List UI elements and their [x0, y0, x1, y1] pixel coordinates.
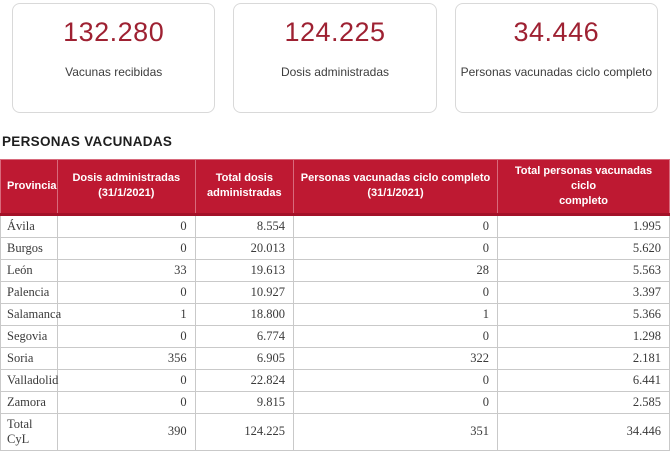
cell-value: 2.181: [497, 346, 670, 370]
cell-value: 20.013: [194, 236, 295, 260]
cell-provincia: Zamora: [0, 390, 58, 414]
cell-value: 9.815: [194, 390, 295, 414]
cell-value: 6.905: [194, 346, 295, 370]
cell-value: 0: [56, 390, 196, 414]
cell-value: 1: [56, 302, 196, 326]
card-vacunas-recibidas: 132.280 Vacunas recibidas: [12, 3, 216, 113]
table-row: Burgos 0 20.013 0 5.620: [0, 236, 670, 260]
cell-provincia: Palencia: [0, 280, 58, 304]
cell-value: 10.927: [194, 280, 295, 304]
cell-value: 1: [292, 302, 499, 326]
cell-value: 0: [56, 324, 196, 348]
cell-value: 3.397: [497, 280, 670, 304]
card-label: Vacunas recibidas: [65, 65, 163, 79]
table-row: Ávila 0 8.554 0 1.995: [0, 213, 670, 238]
table-row: Palencia 0 10.927 0 3.397: [0, 280, 670, 304]
cell-value: 2.585: [497, 390, 670, 414]
cell-value: 18.800: [194, 302, 295, 326]
table-row: Segovia 0 6.774 0 1.298: [0, 324, 670, 348]
header-dosis-administradas-fecha: Dosis administradas (31/1/2021): [56, 159, 196, 216]
cell-value: 0: [292, 213, 499, 238]
table-row: Zamora 0 9.815 0 2.585: [0, 390, 670, 414]
cell-value: 0: [56, 236, 196, 260]
vaccination-table: Provincia Dosis administradas (31/1/2021…: [0, 159, 670, 451]
cell-value: 322: [292, 346, 499, 370]
kpi-cards-row: 132.280 Vacunas recibidas 124.225 Dosis …: [0, 0, 670, 113]
cell-provincia: Salamanca: [0, 302, 61, 326]
card-value: 34.446: [513, 17, 600, 47]
cell-value: 0: [56, 368, 196, 392]
cell-provincia: Ávila: [0, 213, 58, 238]
cell-value: 1.298: [497, 324, 670, 348]
cell-provincia: Soria: [0, 346, 58, 370]
table-body: Ávila 0 8.554 0 1.995 Burgos 0 20.013 0 5.620 León…: [0, 213, 670, 451]
card-value: 124.225: [284, 17, 386, 47]
cell-value: 0: [292, 236, 499, 260]
cell-value: 5.366: [497, 302, 670, 326]
card-ciclo-completo: 34.446 Personas vacunadas ciclo completo: [454, 3, 658, 113]
cell-value: 6.774: [194, 324, 295, 348]
cell-value: 33: [56, 258, 196, 282]
cell-value: 0: [292, 324, 499, 348]
card-label: Dosis administradas: [280, 65, 390, 79]
cell-value: 0: [292, 368, 499, 392]
section-title: PERSONAS VACUNADAS: [2, 134, 173, 149]
cell-value: 5.620: [497, 236, 670, 260]
cell-provincia: Valladolid: [0, 368, 58, 392]
cell-value: 28: [292, 258, 499, 282]
header-total-ciclo-completo: Total personas vacunadas ciclo completo: [497, 159, 670, 216]
table-header-row: Provincia Dosis administradas (31/1/2021…: [0, 159, 670, 216]
header-total-dosis: Total dosis administradas: [194, 159, 295, 216]
header-provincia: Provincia: [0, 159, 58, 216]
cell-value: 8.554: [194, 213, 295, 238]
card-dosis-administradas: 124.225 Dosis administradas: [233, 3, 437, 113]
cell-value: 356: [56, 346, 196, 370]
cell-value: 6.441: [497, 368, 670, 392]
cell-value: 5.563: [497, 258, 670, 282]
cell-value: 0: [56, 213, 196, 238]
cell-value: 390: [56, 412, 196, 451]
table-row-total: Total CyL 390 124.225 351 34.446: [0, 412, 670, 451]
cell-value: 351: [292, 412, 499, 451]
card-label: Personas vacunadas ciclo completo: [460, 65, 653, 79]
cell-value: 22.824: [194, 368, 295, 392]
cell-value: 1.995: [497, 213, 670, 238]
table-header: Provincia Dosis administradas (31/1/2021…: [0, 159, 670, 216]
cell-value: 0: [292, 280, 499, 304]
table-row: Salamanca 1 18.800 1 5.366: [0, 302, 670, 326]
table-row: Soria 356 6.905 322 2.181: [0, 346, 670, 370]
cell-value: 0: [56, 280, 196, 304]
cell-provincia: León: [0, 258, 58, 282]
cell-provincia: Burgos: [0, 236, 58, 260]
cell-value: 0: [292, 390, 499, 414]
table-row: Valladolid 0 22.824 0 6.441: [0, 368, 670, 392]
card-value: 132.280: [63, 17, 165, 47]
header-ciclo-completo-fecha: Personas vacunadas ciclo completo (31/1/…: [292, 159, 499, 216]
table-row: León 33 19.613 28 5.563: [0, 258, 670, 282]
cell-provincia: Segovia: [0, 324, 58, 348]
cell-value: 124.225: [194, 412, 295, 451]
cell-value: 34.446: [497, 412, 670, 451]
cell-provincia: Total CyL: [0, 412, 58, 451]
cell-value: 19.613: [194, 258, 295, 282]
